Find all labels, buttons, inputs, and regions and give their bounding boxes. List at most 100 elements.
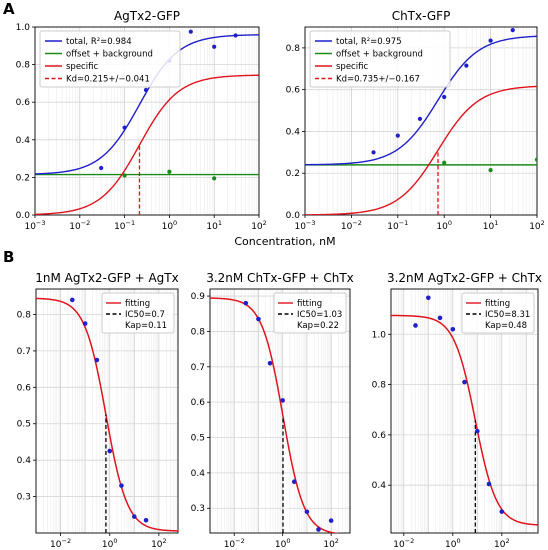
y-tick-label: 0.6 [16, 98, 31, 108]
x-tick-label: 10−1 [114, 219, 135, 232]
x-tick-label: 102 [251, 219, 267, 232]
total-data-point [143, 87, 149, 93]
y-tick-label: 0.8 [16, 61, 31, 71]
y-tick-label: 0.4 [17, 456, 32, 466]
y-tick-label: 0.4 [191, 469, 206, 479]
y-tick-label: 0.2 [16, 173, 30, 183]
data-point [486, 481, 492, 487]
total-data-point [371, 150, 376, 155]
chart-title: 3.2nM ChTx-GFP + ChTx [206, 271, 354, 285]
data-point [316, 527, 321, 532]
data-point [267, 360, 273, 366]
y-tick-label: 0.3 [17, 493, 31, 503]
y-tick-label: 0.6 [191, 398, 206, 408]
data-point [328, 518, 334, 523]
data-point [243, 300, 249, 306]
y-tick-label: 0.3 [191, 504, 205, 514]
legend-entry-label: offset + background [336, 50, 423, 60]
y-tick-label: 0.6 [372, 431, 387, 441]
data-point [107, 448, 113, 454]
chart-a2: ChTx-GFP 10−3 10−2 10−1 100 101 102 0.0 0.2 0.4 0.… [286, 9, 545, 232]
x-tick-label: 10−2 [69, 219, 90, 232]
data-point [304, 509, 310, 515]
axes-frame [304, 26, 538, 216]
total-data-point [188, 29, 193, 34]
fitting-curve [36, 297, 178, 532]
legend-entry-label: IC50=0.7 [125, 310, 165, 320]
chart-title: 3.2nM AgTx2-GFP + ChTx [387, 271, 542, 285]
y-tick-label: 0.8 [372, 381, 387, 391]
legend-box [39, 30, 181, 88]
data-point [426, 295, 431, 301]
legend-entry-label: Kap=0.22 [297, 321, 339, 331]
offset-data-point [534, 157, 537, 162]
y-tick-label: 0.7 [17, 347, 31, 357]
chart-title: AgTx2-GFP [114, 9, 180, 23]
data-point [413, 323, 418, 328]
offset-data-point [122, 173, 127, 178]
total-data-point [417, 116, 423, 122]
fitting-curve [391, 314, 538, 526]
total-data-point [212, 44, 217, 49]
data-point [437, 315, 443, 321]
x-tick-label: 100 [102, 537, 118, 550]
y-tick-label: 0.8 [286, 44, 301, 54]
y-tick-label: 1.0 [372, 330, 387, 340]
x-tick-label: 102 [529, 219, 545, 232]
legend-entry-label: IC50=1.03 [297, 310, 342, 320]
data-point [475, 428, 480, 434]
legend: total, R²=0.975 offset + background specif… [309, 30, 451, 88]
chart-b3: 3.2nM AgTx2-GFP + ChTx 10−2 100 102 0.4 0.6 0.… [372, 271, 542, 550]
data-point [291, 479, 297, 485]
panel-label-a: A [3, 0, 15, 18]
x-tick-label: 102 [494, 537, 510, 550]
total-data-point [233, 33, 238, 38]
data-point [462, 379, 467, 385]
axes-frame [35, 288, 179, 534]
data-point [119, 483, 124, 488]
y-tick-label: 0.4 [286, 127, 301, 137]
y-tick-label: 0.0 [16, 211, 31, 221]
offset-data-point [167, 169, 172, 174]
legend-entry-label: Kd=0.215+/−0.041 [66, 75, 150, 85]
data-point [450, 326, 456, 332]
shared-x-axis-label: Concentration, nM [234, 235, 335, 248]
y-tick-label: 0.0 [286, 211, 301, 221]
plot-area [36, 297, 178, 533]
chart-b1: 1nM AgTx2-GFP + AgTx 10−2 100 102 0.3 0.4 0.5 0… [17, 271, 179, 550]
y-tick-label: 0.5 [191, 434, 205, 444]
x-tick-label: 10−3 [294, 219, 315, 232]
data-point [132, 514, 137, 519]
legend-entry-label: Kap=0.48 [485, 321, 527, 331]
legend-entry-label: fitting [485, 299, 510, 309]
y-tick-label: 0.7 [191, 363, 205, 373]
total-data-point [442, 94, 447, 100]
data-point [82, 321, 88, 326]
specific-curve [35, 74, 259, 215]
data-point [70, 297, 75, 303]
x-tick-label: 10−2 [341, 219, 362, 232]
axes-frame [390, 288, 539, 534]
x-tick-label: 10−3 [24, 219, 45, 232]
total-data-point [464, 63, 469, 68]
legend: total, R²=0.984 offset + background specif… [39, 30, 181, 88]
y-tick-label: 1.0 [16, 23, 31, 33]
chart-a1: AgTx2-GFP 10−3 10−2 10−1 100 101 102 0.0 0.2 0.4 0… [16, 9, 267, 232]
offset-data-point [442, 160, 447, 165]
total-data-point [395, 133, 400, 138]
data-point [499, 509, 505, 514]
plot-area [391, 295, 538, 533]
legend-entry-label: fitting [125, 299, 150, 309]
x-tick-label: 102 [323, 537, 339, 550]
legend-entry-label: Kd=0.735+/−0.167 [336, 75, 420, 85]
y-tick-label: 0.5 [17, 420, 31, 430]
y-tick-label: 0.4 [372, 481, 387, 491]
y-tick-label: 0.8 [17, 310, 32, 320]
x-tick-label: 100 [445, 537, 461, 550]
total-data-point [510, 28, 515, 33]
x-tick-label: 101 [483, 219, 499, 232]
panel-label-b: B [3, 248, 14, 266]
